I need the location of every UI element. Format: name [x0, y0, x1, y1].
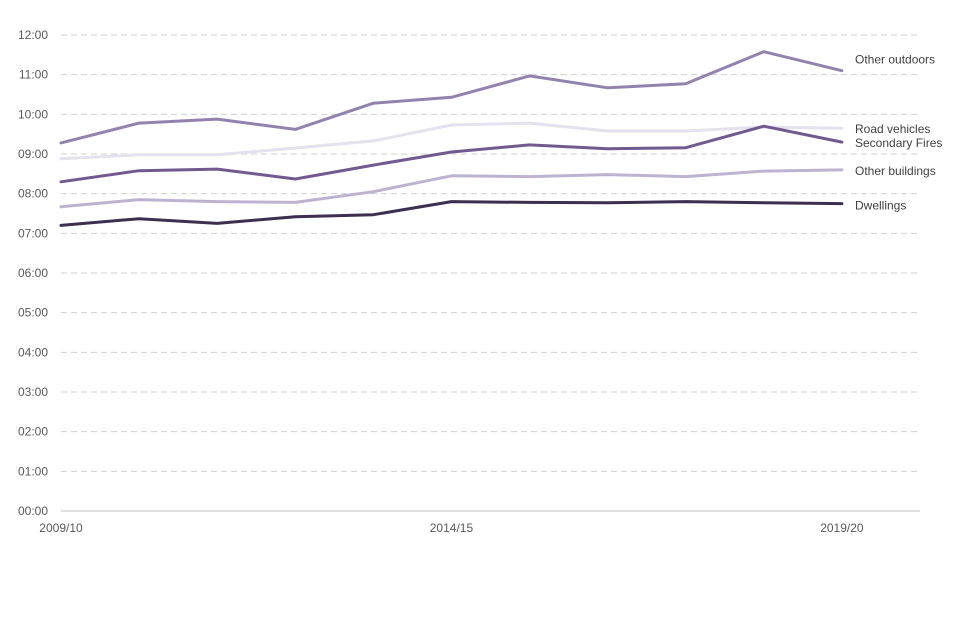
series-line-other-outdoors — [59, 50, 844, 145]
y-tick-label: 08:00 — [18, 187, 48, 201]
series-layer — [59, 50, 844, 227]
series-line-dwellings — [59, 200, 844, 227]
y-tick-label: 03:00 — [18, 385, 48, 399]
y-tick-label: 06:00 — [18, 266, 48, 280]
x-tick-label: 2019/20 — [820, 521, 864, 535]
x-tick-label: 2014/15 — [430, 521, 474, 535]
y-tick-label: 02:00 — [18, 425, 48, 439]
y-tick-label: 10:00 — [18, 107, 48, 121]
series-line-road-vehicles — [59, 121, 844, 161]
y-tick-label: 09:00 — [18, 147, 48, 161]
y-tick-label: 00:00 — [18, 504, 48, 518]
axis-layer: 00:00 01:00 02:00 03:00 04:00 05:00 06:00 07:00… — [18, 28, 920, 535]
series-label: Dwellings — [855, 199, 906, 213]
grid-layer — [61, 34, 920, 472]
y-tick-label: 04:00 — [18, 345, 48, 359]
series-label: Road vehicles — [855, 122, 930, 136]
series-line-other-buildings — [59, 168, 844, 209]
y-tick-label: 05:00 — [18, 306, 48, 320]
x-tick-label: 2009/10 — [39, 521, 83, 535]
series-label: Other buildings — [855, 164, 936, 178]
y-tick-label: 12:00 — [18, 28, 48, 42]
series-label: Secondary Fires — [855, 136, 942, 150]
series-line-secondary-fires — [59, 124, 844, 184]
y-tick-label: 07:00 — [18, 226, 48, 240]
series-label: Other outdoors — [855, 53, 935, 67]
y-tick-label: 11:00 — [19, 68, 48, 82]
y-tick-label: 01:00 — [18, 464, 48, 478]
